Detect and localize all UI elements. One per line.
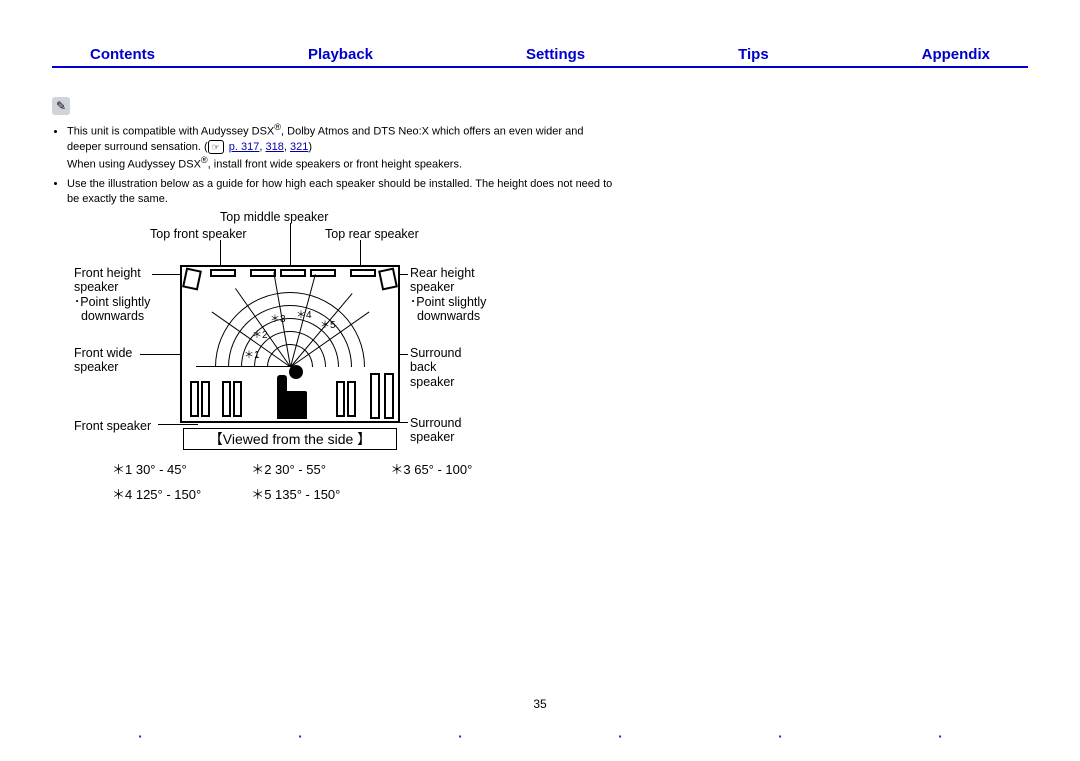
lsb3: speaker [410, 375, 454, 389]
back-speaker [370, 373, 380, 419]
ast1: ＊1 [244, 346, 260, 361]
reg-mark-2: ® [201, 155, 208, 165]
footer-dot: ▪ [779, 732, 782, 741]
back-speaker [384, 373, 394, 419]
ast3: ＊3 [270, 310, 286, 325]
label-front-speaker: Front speaker [74, 419, 151, 433]
lfw1: Front wide [74, 346, 132, 360]
label-top-middle: Top middle speaker [220, 210, 328, 224]
lfh4: downwards [74, 309, 144, 323]
lrh2: speaker [410, 280, 454, 294]
page-number: 35 [533, 697, 546, 711]
ls2: speaker [410, 430, 454, 444]
lfw2: speaker [74, 360, 118, 374]
floor-speaker-pair [222, 381, 244, 419]
note1-text-a: This unit is compatible with Audyssey DS… [67, 126, 274, 138]
floor-speaker-pair [336, 381, 358, 419]
footer-dot: ▪ [139, 732, 142, 741]
angle-5: ＊5 135° - 150° [251, 484, 388, 507]
ceiling-speaker [210, 269, 236, 277]
lsb2: back [410, 360, 436, 374]
nav-settings[interactable]: Settings [526, 46, 585, 63]
nav-playback[interactable]: Playback [308, 46, 373, 63]
ceiling-speaker [350, 269, 376, 277]
floor-speaker-pair [190, 381, 212, 419]
ceiling-speaker [280, 269, 306, 277]
lrh1: Rear height [410, 266, 475, 280]
lfh1: Front height [74, 266, 141, 280]
note-icon: ✎ [52, 97, 70, 115]
room-box: ＊1 ＊2 ＊3 ＊4 ＊5 [180, 265, 400, 423]
footer-icons: ▪ ▪ ▪ ▪ ▪ ▪ [0, 732, 1080, 741]
corner-speaker [378, 268, 398, 291]
label-top-rear: Top rear speaker [325, 227, 419, 241]
lfh2: speaker [74, 280, 118, 294]
lrh4: downwards [410, 309, 480, 323]
listener-figure [277, 363, 313, 419]
page-link-318[interactable]: 318 [266, 141, 284, 153]
nav-tips[interactable]: Tips [738, 46, 769, 63]
page-link-317[interactable]: p. 317 [229, 141, 260, 153]
diagram-caption: 【Viewed from the side 】 [183, 428, 397, 450]
ast5: ＊5 [320, 316, 336, 331]
ast2: ＊2 [252, 326, 268, 341]
nav-appendix[interactable]: Appendix [922, 46, 990, 63]
page-ref-icon: ☞ [208, 140, 224, 154]
footer-dot: ▪ [939, 732, 942, 741]
footer-dot: ▪ [459, 732, 462, 741]
nav-contents[interactable]: Contents [90, 46, 155, 63]
callout-line [220, 240, 221, 267]
angle-3: ＊3 65° - 100° [390, 459, 520, 482]
note1-line2b: , install front wide speakers or front h… [208, 159, 462, 171]
label-top-front: Top front speaker [150, 227, 247, 241]
nav-rule [52, 66, 1028, 68]
ls1: Surround [410, 416, 461, 430]
lrh3: ･Point slightly [410, 295, 486, 309]
label-surround-back: Surround back speaker [410, 346, 461, 389]
footer-dot: ▪ [299, 732, 302, 741]
page-link-321[interactable]: 321 [290, 141, 308, 153]
corner-speaker [182, 268, 202, 291]
angle-2: ＊2 30° - 55° [251, 459, 388, 482]
callout-line [360, 240, 361, 267]
angle-legend: ＊1 30° - 45° ＊2 30° - 55° ＊3 65° - 100° … [110, 457, 522, 509]
notes-list: This unit is compatible with Audyssey DS… [55, 121, 615, 211]
label-surround: Surround speaker [410, 416, 461, 445]
note-bullet-2: Use the illustration below as a guide fo… [67, 177, 615, 207]
label-rear-height: Rear height speaker ･Point slightly down… [410, 266, 486, 324]
label-front-height: Front height speaker ･Point slightly dow… [74, 266, 150, 324]
footer-dot: ▪ [619, 732, 622, 741]
callout-line [158, 424, 198, 425]
angle-1: ＊1 30° - 45° [112, 459, 249, 482]
reg-mark: ® [274, 122, 281, 132]
note1-text-c: ) [308, 141, 312, 153]
ast4: ＊4 [296, 306, 312, 321]
note1-line2a: When using Audyssey DSX [67, 159, 201, 171]
top-nav: Contents Playback Settings Tips Appendix [0, 46, 1080, 63]
angle-4: ＊4 125° - 150° [112, 484, 249, 507]
lfh3: ･Point slightly [74, 295, 150, 309]
note-bullet-1: This unit is compatible with Audyssey DS… [67, 121, 615, 173]
callout-line [290, 223, 291, 267]
lsb1: Surround [410, 346, 461, 360]
ceiling-speaker [250, 269, 276, 277]
label-front-wide: Front wide speaker [74, 346, 132, 375]
